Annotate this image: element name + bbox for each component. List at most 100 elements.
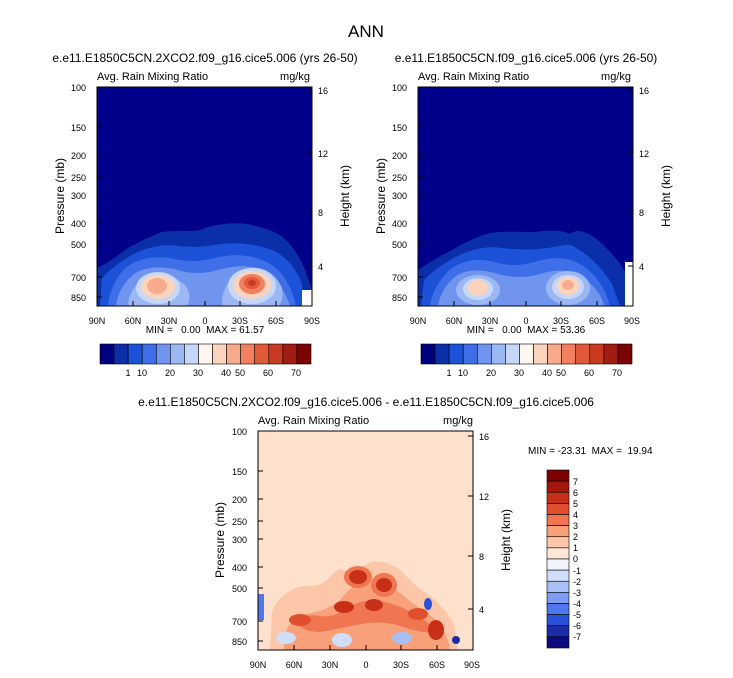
x-tick-label: 90S bbox=[464, 660, 480, 670]
y2-axis: 16 12 8 4 Height (km) bbox=[468, 432, 513, 615]
colorbar-swatch bbox=[420, 343, 436, 365]
variable-label: Avg. Rain Mixing Ratio bbox=[258, 415, 369, 427]
y-tick-label: 100 bbox=[232, 427, 247, 437]
colorbar-swatch bbox=[589, 343, 605, 365]
y-tick-label: 100 bbox=[71, 83, 86, 93]
units-label: mg/kg bbox=[443, 415, 473, 427]
y-tick-label: 150 bbox=[71, 123, 86, 133]
x-axis: 90N 60N 30N 0 30S 60S 90S bbox=[250, 645, 480, 670]
x-tick-label: 30N bbox=[482, 316, 499, 326]
colorbar-swatch bbox=[546, 469, 570, 482]
colorbar-swatch bbox=[546, 503, 570, 515]
colorbar-swatch bbox=[462, 343, 478, 365]
colorbar-swatch bbox=[141, 343, 157, 365]
colorbar-label: -1 bbox=[573, 566, 581, 576]
colorbar-swatch bbox=[198, 343, 213, 365]
y2-axis: 16 12 8 4 Height (km) bbox=[307, 86, 352, 272]
y2-axis-label: Height (km) bbox=[499, 509, 513, 571]
heatmap-field bbox=[418, 87, 633, 306]
panel-title: e.e11.E1850C5CN.2XCO2.f09_g16.cice5.006 … bbox=[52, 51, 357, 65]
colorbar bbox=[420, 343, 633, 365]
colorbar-swatch bbox=[254, 343, 270, 365]
colorbar-label: 50 bbox=[556, 368, 566, 378]
x-tick-label: 30S bbox=[232, 316, 248, 326]
colorbar-swatch bbox=[546, 536, 570, 549]
colorbar-swatch bbox=[505, 343, 520, 365]
colorbar-label: 1 bbox=[573, 543, 578, 553]
colorbar-swatch bbox=[476, 343, 492, 365]
colorbar-label: 6 bbox=[573, 488, 578, 498]
y2-tick-label: 12 bbox=[479, 492, 489, 502]
colorbar-label: -5 bbox=[573, 610, 581, 620]
colorbar-swatch bbox=[546, 547, 570, 560]
y-tick-label: 700 bbox=[392, 273, 407, 283]
colorbar-swatch bbox=[575, 343, 591, 365]
x-tick-label: 90N bbox=[410, 316, 427, 326]
colorbar-label: 2 bbox=[573, 532, 578, 542]
colorbar-swatch bbox=[546, 603, 570, 615]
y-tick-label: 500 bbox=[71, 240, 86, 250]
colorbar-swatch bbox=[546, 614, 570, 627]
colorbar-label: 1 bbox=[446, 368, 451, 378]
colorbar-swatch bbox=[547, 343, 562, 365]
y-tick-label: 400 bbox=[392, 219, 407, 229]
y-tick-label: 100 bbox=[392, 83, 407, 93]
colorbar-labels: 1 10 20 30 40 50 60 70 bbox=[125, 368, 301, 378]
y-tick-label: 300 bbox=[232, 535, 247, 545]
colorbar-label: 4 bbox=[573, 510, 578, 520]
variable-label: Avg. Rain Mixing Ratio bbox=[97, 71, 208, 83]
x-tick-label: 60N bbox=[286, 660, 303, 670]
panel-title: e.e11.E1850C5CN.2XCO2.f09_g16.cice5.006 … bbox=[138, 395, 594, 409]
y-tick-label: 500 bbox=[232, 584, 247, 594]
panel-2xco2: e.e11.E1850C5CN.2XCO2.f09_g16.cice5.006 … bbox=[52, 51, 357, 378]
y2-tick-label: 8 bbox=[479, 552, 484, 562]
y-tick-label: 150 bbox=[232, 467, 247, 477]
colorbar-swatch bbox=[519, 343, 534, 365]
y2-tick-label: 4 bbox=[639, 262, 644, 272]
y2-tick-label: 8 bbox=[639, 208, 644, 218]
colorbar-label: 70 bbox=[612, 368, 622, 378]
colorbar-label: -3 bbox=[573, 588, 581, 598]
colorbar-swatch bbox=[212, 343, 227, 365]
x-tick-label: 0 bbox=[363, 660, 368, 670]
colorbar-label: 0 bbox=[573, 554, 578, 564]
x-tick-label: 90N bbox=[250, 660, 267, 670]
y2-tick-label: 16 bbox=[479, 432, 489, 442]
x-tick-label: 30N bbox=[322, 660, 339, 670]
variable-label: Avg. Rain Mixing Ratio bbox=[418, 71, 529, 83]
y-tick-label: 850 bbox=[71, 293, 86, 303]
colorbar-label: -4 bbox=[573, 599, 581, 609]
colorbar-label: 30 bbox=[193, 368, 203, 378]
y-axis-label: Pressure (mb) bbox=[374, 158, 388, 234]
x-axis: 90N 60N 30N 0 30S 60S 90S bbox=[89, 301, 320, 326]
y2-tick-label: 4 bbox=[318, 262, 323, 272]
colorbar bbox=[99, 343, 312, 365]
colorbar-swatch bbox=[282, 343, 298, 365]
x-tick-label: 30S bbox=[553, 316, 569, 326]
colorbar-swatch bbox=[184, 343, 199, 365]
colorbar-labels: 1 10 20 30 40 50 60 70 bbox=[446, 368, 622, 378]
colorbar-label: 20 bbox=[486, 368, 496, 378]
colorbar-swatch bbox=[546, 592, 570, 604]
page-title: ANN bbox=[348, 22, 384, 41]
y-tick-label: 850 bbox=[232, 637, 247, 647]
colorbar-swatch bbox=[127, 343, 143, 365]
x-tick-label: 60S bbox=[429, 660, 445, 670]
y-tick-label: 250 bbox=[71, 173, 86, 183]
colorbar-swatch bbox=[546, 480, 570, 493]
y2-tick-label: 4 bbox=[479, 605, 484, 615]
colorbar-swatch bbox=[448, 343, 464, 365]
x-tick-label: 60S bbox=[268, 316, 284, 326]
colorbar-swatch bbox=[155, 343, 171, 365]
colorbar bbox=[546, 469, 570, 649]
x-axis: 90N 60N 30N 0 30S 60S 90S bbox=[410, 301, 640, 326]
y-tick-label: 250 bbox=[392, 173, 407, 183]
colorbar-label: 20 bbox=[165, 368, 175, 378]
colorbar-label: 10 bbox=[458, 368, 468, 378]
units-label: mg/kg bbox=[601, 71, 631, 83]
x-tick-label: 90S bbox=[304, 316, 320, 326]
y-tick-label: 300 bbox=[71, 191, 86, 201]
colorbar-label: 40 bbox=[221, 368, 231, 378]
colorbar-swatch bbox=[491, 343, 506, 365]
x-tick-label: 90N bbox=[89, 316, 106, 326]
